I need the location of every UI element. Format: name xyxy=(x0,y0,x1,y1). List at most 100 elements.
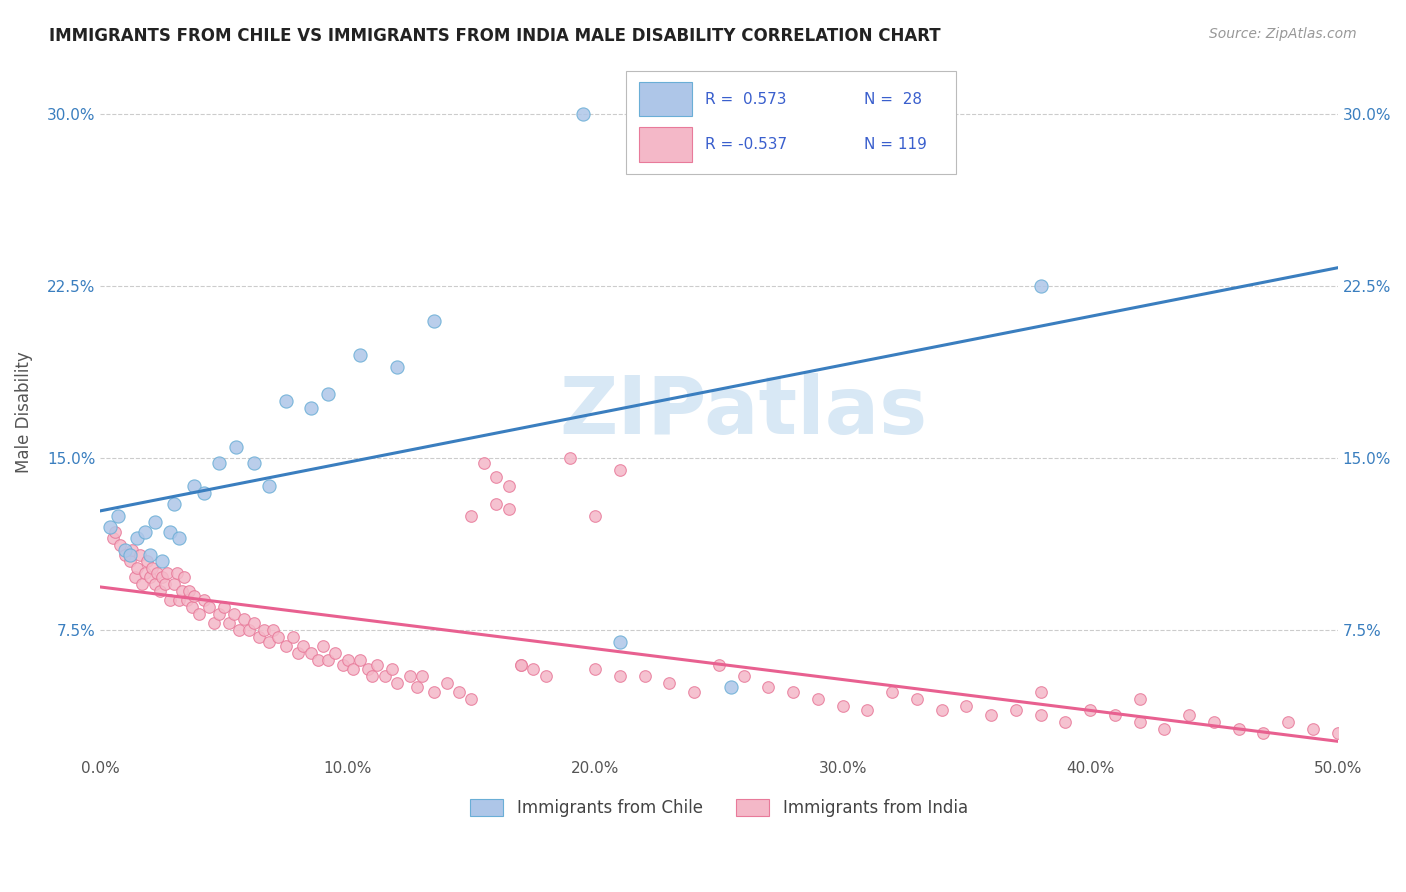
Point xyxy=(436,676,458,690)
Point xyxy=(118,554,141,568)
Point xyxy=(316,653,339,667)
Point xyxy=(228,623,250,637)
Point xyxy=(101,532,124,546)
Point xyxy=(336,653,359,667)
Point xyxy=(609,634,631,648)
Point xyxy=(882,685,904,699)
Point xyxy=(342,662,364,676)
Point xyxy=(128,548,150,562)
Point xyxy=(807,692,830,706)
Point xyxy=(179,584,201,599)
Point xyxy=(980,708,1002,723)
Point xyxy=(1029,279,1052,293)
Point xyxy=(232,612,254,626)
Point xyxy=(307,653,329,667)
Text: R =  0.573: R = 0.573 xyxy=(704,92,786,106)
Point xyxy=(267,630,290,644)
Point xyxy=(361,669,384,683)
Point xyxy=(387,359,409,374)
Point xyxy=(498,501,520,516)
Point xyxy=(472,456,495,470)
Point xyxy=(411,669,433,683)
Point xyxy=(349,653,371,667)
Point xyxy=(141,561,163,575)
Point xyxy=(98,520,121,534)
Point xyxy=(560,451,582,466)
Point xyxy=(159,524,181,539)
Point xyxy=(398,669,420,683)
Point xyxy=(212,600,235,615)
Bar xyxy=(638,127,692,161)
Point xyxy=(1326,726,1348,740)
Point xyxy=(263,623,285,637)
Point xyxy=(242,456,264,470)
Point xyxy=(312,639,335,653)
Text: N = 119: N = 119 xyxy=(863,136,927,152)
Point xyxy=(1005,703,1028,717)
Point xyxy=(183,479,205,493)
Point xyxy=(169,532,191,546)
Point xyxy=(193,593,215,607)
Point xyxy=(104,524,127,539)
Point xyxy=(107,508,129,523)
Point xyxy=(366,657,388,672)
Point xyxy=(1178,708,1201,723)
Point xyxy=(1129,692,1152,706)
Point xyxy=(782,685,804,699)
Point xyxy=(159,593,181,607)
Point xyxy=(150,554,173,568)
Point xyxy=(218,616,240,631)
Point xyxy=(583,508,606,523)
Point xyxy=(153,577,176,591)
Point xyxy=(257,634,280,648)
Point xyxy=(1253,726,1275,740)
Point xyxy=(146,566,169,580)
Point xyxy=(856,703,879,717)
Point xyxy=(381,662,404,676)
Point xyxy=(325,646,347,660)
Point xyxy=(423,314,446,328)
Point xyxy=(931,703,953,717)
Text: Source: ZipAtlas.com: Source: ZipAtlas.com xyxy=(1209,27,1357,41)
Point xyxy=(222,607,245,621)
Point xyxy=(634,669,657,683)
Point xyxy=(163,497,186,511)
Point xyxy=(121,543,143,558)
Point xyxy=(332,657,354,672)
Point xyxy=(238,623,260,637)
Point xyxy=(905,692,928,706)
Text: ZIPatlas: ZIPatlas xyxy=(560,374,928,451)
Point xyxy=(134,566,156,580)
Point xyxy=(1078,703,1101,717)
Point xyxy=(609,463,631,477)
Text: N =  28: N = 28 xyxy=(863,92,921,106)
Point xyxy=(534,669,557,683)
Point xyxy=(356,662,378,676)
Point xyxy=(1202,714,1225,729)
Point xyxy=(1129,714,1152,729)
Point xyxy=(720,681,742,695)
Point xyxy=(247,630,270,644)
Point xyxy=(208,456,231,470)
Point xyxy=(1153,722,1175,736)
Point xyxy=(485,497,508,511)
Point xyxy=(163,577,186,591)
Point xyxy=(1227,722,1250,736)
Point xyxy=(1054,714,1077,729)
Point xyxy=(173,570,195,584)
Point xyxy=(658,676,681,690)
Point xyxy=(274,393,297,408)
Point xyxy=(169,593,191,607)
Point xyxy=(299,646,322,660)
Point xyxy=(127,561,149,575)
Point xyxy=(149,584,172,599)
Point xyxy=(283,630,305,644)
Point xyxy=(114,548,136,562)
Point xyxy=(124,570,146,584)
Point xyxy=(510,657,533,672)
Point xyxy=(460,692,482,706)
Y-axis label: Male Disability: Male Disability xyxy=(15,351,32,474)
Point xyxy=(522,662,544,676)
Point xyxy=(108,538,131,552)
Point xyxy=(242,616,264,631)
